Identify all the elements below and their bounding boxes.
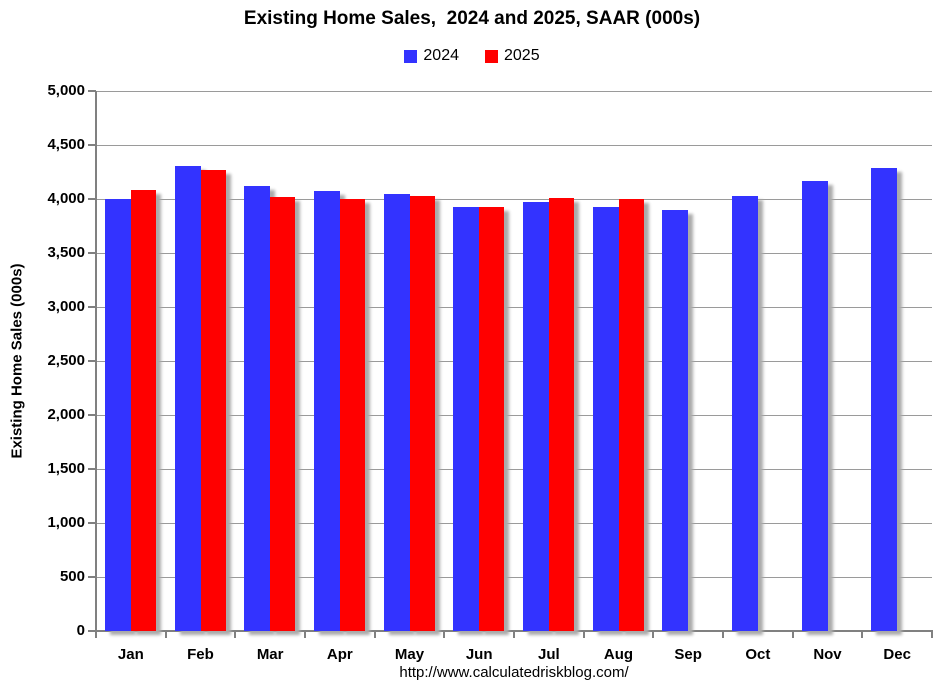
y-tick-3000 [88,306,96,308]
x-label-Apr: Apr [326,646,353,663]
x-axis-line [95,630,933,632]
y-tick-label-4000: 4,000 [47,190,85,207]
gridline-2000 [96,414,932,416]
y-tick-label-4500: 4,500 [47,136,85,153]
bar-2025-Apr [339,199,365,631]
x-tick-5 [443,632,446,638]
y-tick-label-5000: 5,000 [47,82,85,99]
y-tick-3500 [88,252,96,254]
y-tick-4500 [88,144,96,146]
bar-2025-Jan [130,190,156,631]
x-label-Jan: Jan [117,646,144,663]
bar-2024-Jan [104,199,131,631]
legend: 2024 2025 [0,47,944,65]
legend-item-2025: 2025 [485,47,540,65]
x-label-Feb: Feb [187,646,214,663]
x-label-Aug: Aug [603,646,634,663]
bar-2025-Jun [479,206,505,631]
gridline-3500 [96,252,932,254]
x-tick-6 [513,632,515,638]
x-tick-7 [582,632,585,638]
legend-swatch-2024-icon [404,49,418,63]
x-tick-2 [234,632,237,638]
x-label-Jun: Jun [465,646,493,663]
y-tick-label-2000: 2,000 [47,406,85,423]
x-tick-8 [652,632,655,638]
y-tick-label-0: 0 [76,622,85,639]
y-axis-line [95,91,97,632]
y-tick-2000 [88,414,96,416]
legend-item-2024: 2024 [404,47,459,65]
x-label-May: May [394,646,425,663]
bar-2024-Mar [244,186,271,631]
x-tick-3 [304,632,306,638]
bar-2024-Nov [801,180,828,631]
y-tick-label-2500: 2,500 [47,352,85,369]
y-tick-500 [88,576,96,578]
gridline-1000 [96,522,932,524]
x-tick-9 [722,632,724,638]
y-tick-label-3500: 3,500 [47,244,85,261]
x-tick-11 [861,632,864,638]
x-label-Sep: Sep [674,646,702,663]
y-tick-4000 [88,198,96,200]
footer-url: http://www.calculatedriskblog.com/ [399,664,629,681]
bar-2024-Apr [313,191,340,631]
chart-title: Existing Home Sales, 2024 and 2025, SAAR… [243,8,701,29]
gridline-1500 [96,468,932,470]
bar-2024-Jun [453,206,480,631]
y-tick-2500 [88,360,96,362]
legend-label-2025: 2025 [504,47,540,64]
bar-2024-Oct [731,195,758,631]
bar-2024-Aug [592,206,619,631]
gridline-3000 [96,306,932,308]
gridline-2500 [96,360,932,362]
gridline-5000 [96,90,932,92]
x-label-Dec: Dec [883,646,911,663]
y-tick-label-3000: 3,000 [47,298,85,315]
legend-label-2024: 2024 [423,47,459,64]
bar-2024-May [383,193,410,631]
y-tick-1000 [88,522,96,524]
bar-2024-Dec [871,167,898,631]
x-label-Nov: Nov [813,646,842,663]
x-tick-12 [931,632,933,638]
bar-2024-Jul [522,202,549,631]
bar-2025-Aug [618,199,644,631]
bar-2025-Mar [270,196,296,631]
bar-2024-Sep [662,209,689,631]
y-tick-label-1500: 1,500 [47,460,85,477]
x-tick-0 [95,632,97,638]
gridline-4500 [96,144,932,146]
gridline-500 [96,576,932,578]
x-label-Mar: Mar [256,646,284,663]
bar-2025-May [409,195,435,631]
y-tick-1500 [88,468,96,470]
x-label-Oct: Oct [745,646,771,663]
x-tick-4 [373,632,376,638]
x-tick-10 [791,632,794,638]
bar-2024-Feb [174,165,201,631]
bar-2025-Feb [200,169,226,631]
y-tick-label-500: 500 [59,568,85,585]
gridline-4000 [96,198,932,200]
y-tick-5000 [88,90,96,92]
x-label-Jul: Jul [537,646,560,663]
y-tick-label-1000: 1,000 [47,514,85,531]
y-tick-0 [88,630,96,632]
x-tick-1 [164,632,167,638]
legend-swatch-2025-icon [485,49,498,63]
bar-2025-Jul [548,197,574,631]
